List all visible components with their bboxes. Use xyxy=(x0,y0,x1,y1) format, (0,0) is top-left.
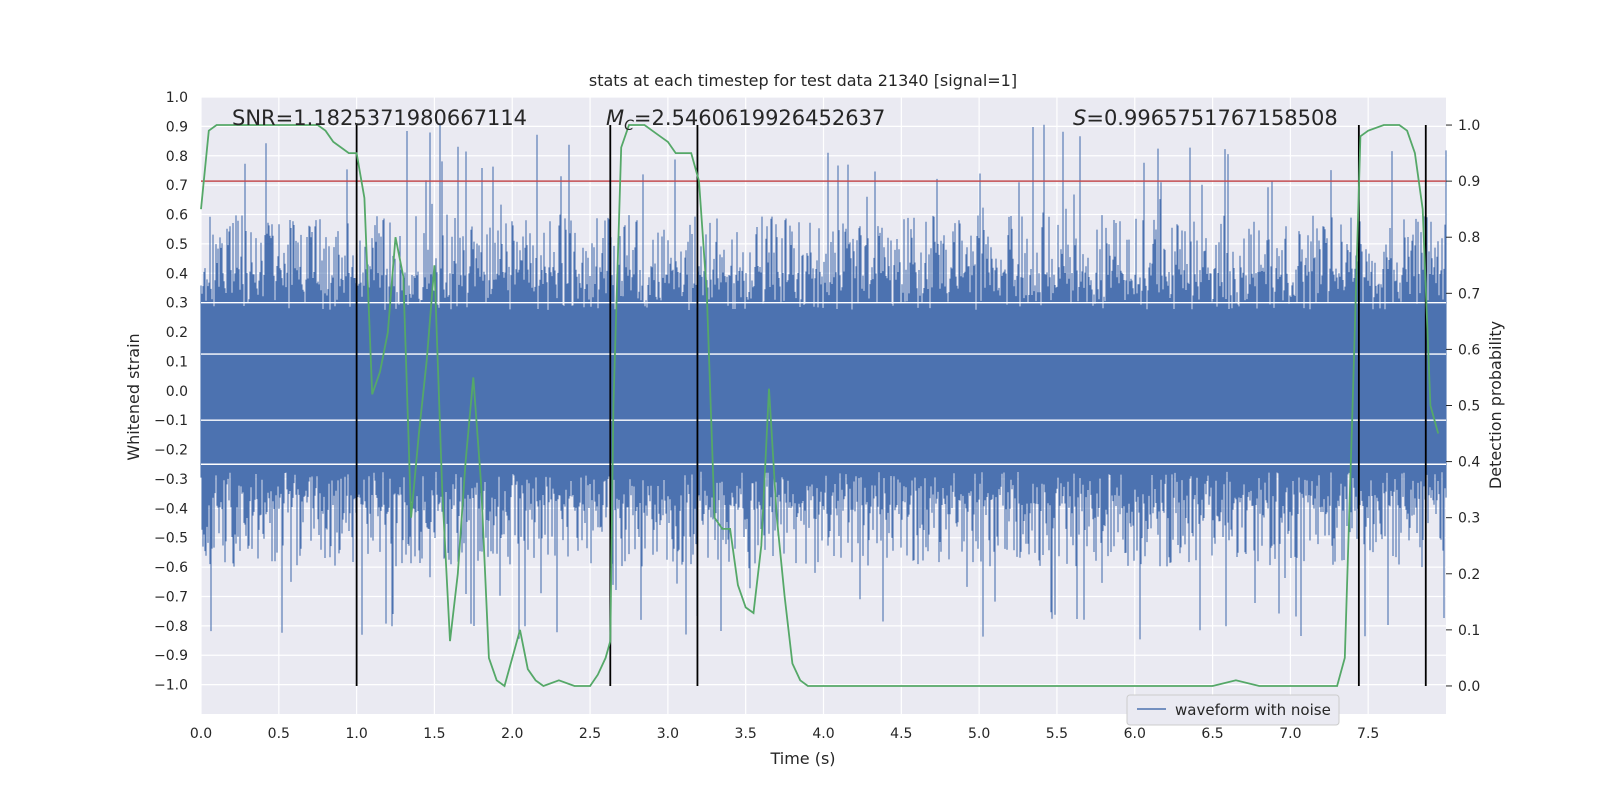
right-tick-label: 1.0 xyxy=(1458,118,1480,134)
x-tick-label: 0.0 xyxy=(190,726,212,742)
chirp-mass-annotation: MC=2.5460619926452637 xyxy=(606,106,885,134)
y-tick-label: −0.5 xyxy=(154,531,188,547)
x-tick-label: 3.5 xyxy=(735,726,757,742)
y-tick-label: 0.0 xyxy=(166,384,188,400)
chirp-mass-symbol: M xyxy=(606,106,624,130)
y-tick-label: −0.4 xyxy=(154,501,188,517)
strain-series xyxy=(200,123,1447,640)
legend-label: waveform with noise xyxy=(1175,701,1331,719)
right-tick-label: 0.3 xyxy=(1458,511,1480,527)
y-tick-label: −0.8 xyxy=(154,619,188,635)
probability-series xyxy=(200,124,1440,688)
y-tick-label: 0.6 xyxy=(166,208,188,224)
y-tick-label: −0.9 xyxy=(154,648,188,664)
snr-annotation: SNR=1.1825371980667114 xyxy=(232,106,527,130)
s-symbol: S xyxy=(1073,106,1086,130)
right-tick-label: 0.4 xyxy=(1458,455,1480,471)
y-tick-label: 0.9 xyxy=(166,119,188,135)
x-tick-label: 5.5 xyxy=(1046,726,1068,742)
s-annotation: S=0.9965751767158508 xyxy=(1073,106,1338,130)
y-tick-label: 0.4 xyxy=(166,266,188,282)
y-tick-label: −0.7 xyxy=(154,589,188,605)
right-tick-label: 0.9 xyxy=(1458,174,1480,190)
y-tick-label: 0.1 xyxy=(166,354,188,370)
x-tick-label: 3.0 xyxy=(657,726,679,742)
chirp-mass-value: =2.5460619926452637 xyxy=(634,106,885,130)
y-tick-label: 0.8 xyxy=(166,149,188,165)
right-tick-label: 0.7 xyxy=(1458,286,1480,302)
y-tick-label: −1.0 xyxy=(154,678,188,694)
x-axis-label: Time (s) xyxy=(769,749,835,768)
x-tick-label: 2.5 xyxy=(579,726,601,742)
x-tick-label: 6.0 xyxy=(1124,726,1146,742)
chirp-mass-subscript: C xyxy=(624,118,634,134)
y-tick-label: 0.7 xyxy=(166,178,188,194)
legend: waveform with noise xyxy=(1126,694,1340,726)
x-tick-label: 0.5 xyxy=(268,726,290,742)
data-layer xyxy=(200,123,1447,688)
y-tick-label: 0.3 xyxy=(166,296,188,312)
legend-box xyxy=(1126,694,1340,726)
x-tick-label: 4.0 xyxy=(812,726,834,742)
right-tick-label: 0.5 xyxy=(1458,399,1480,415)
right-tick-label: 0.8 xyxy=(1458,230,1480,246)
x-tick-label: 7.0 xyxy=(1279,726,1301,742)
x-tick-label: 5.0 xyxy=(968,726,990,742)
right-tick-label: 0.6 xyxy=(1458,342,1480,358)
y-tick-label: 1.0 xyxy=(166,90,188,106)
y-tick-label: 0.2 xyxy=(166,325,188,341)
s-value: =0.9965751767158508 xyxy=(1086,106,1337,130)
right-tick-label: 0.1 xyxy=(1458,623,1480,639)
x-tick-label: 6.5 xyxy=(1201,726,1223,742)
right-axis-ticks: 1.0 0.9 0.8 0.7 0.6 0.5 0.4 0.3 0.2 0.1 0.0 xyxy=(1446,118,1480,695)
right-tick-label: 0.2 xyxy=(1458,567,1480,583)
y-tick-label: −0.6 xyxy=(154,560,188,576)
x-tick-label: 7.5 xyxy=(1357,726,1379,742)
chart-title: stats at each timestep for test data 213… xyxy=(589,71,1017,90)
y-tick-label: 0.5 xyxy=(166,237,188,253)
y-axis-label: Whitened strain xyxy=(124,333,143,460)
right-tick-label: 0.0 xyxy=(1458,679,1480,695)
x-tick-label: 4.5 xyxy=(890,726,912,742)
y-tick-label: −0.3 xyxy=(154,472,188,488)
y-axis-ticks: 1.0 0.9 0.8 0.7 0.6 0.5 0.4 0.3 0.2 0.1 0.0 −0.1 −0.… xyxy=(154,90,188,694)
y-tick-label: −0.2 xyxy=(154,443,188,459)
right-axis-label: Detection probability xyxy=(1486,321,1505,489)
x-tick-label: 1.0 xyxy=(345,726,367,742)
y-tick-label: −0.1 xyxy=(154,413,188,429)
x-tick-label: 2.0 xyxy=(501,726,523,742)
x-tick-label: 1.5 xyxy=(423,726,445,742)
x-axis-ticks: 0.0 0.5 1.0 1.5 2.0 2.5 3.0 3.5 4.0 4.5 5.0 5.5 6.0 6… xyxy=(190,726,1379,742)
